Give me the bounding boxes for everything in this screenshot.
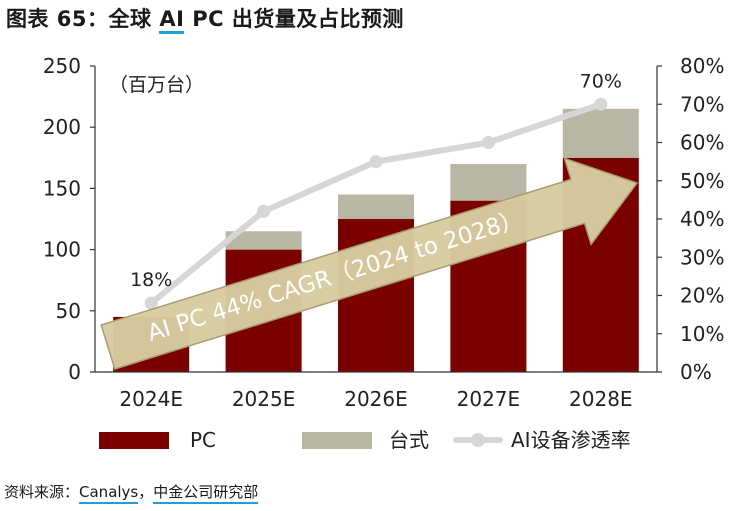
title-prefix: 图表 65：全球 [6, 7, 160, 31]
penetration-label-2028E: 70% [580, 70, 622, 92]
x-tick-2027E: 2027E [457, 387, 521, 411]
bar-desktop-2027E [450, 163, 527, 201]
penetration-point-2027E [481, 136, 495, 149]
left-axis-unit-label: （百万台） [109, 74, 204, 96]
source-separator: ， [138, 483, 154, 501]
bar-desktop-2028E [562, 108, 639, 158]
bar-desktop-2026E [338, 194, 414, 219]
cagr-arrow [100, 157, 639, 370]
chart-svg: 18%70% AI PC 44% CAGR（2024 to 2028） 0501… [43, 54, 725, 452]
legend-swatch-marker [471, 433, 485, 447]
legend-label-2: AI设备渗透率 [511, 428, 631, 452]
left-tick-50: 50 [56, 299, 81, 323]
left-tick-0: 0 [68, 360, 81, 384]
penetration-label-2024E: 18% [130, 269, 172, 291]
title-highlight: AI [159, 7, 185, 34]
legend-swatch-0 [99, 432, 169, 449]
penetration-point-2028E [594, 97, 608, 111]
right-tick-8: 80% [680, 54, 724, 78]
penetration-point-2026E [369, 155, 383, 169]
right-tick-4: 40% [680, 207, 724, 231]
x-tick-2025E: 2025E [232, 387, 296, 411]
right-tick-0: 0% [680, 360, 712, 384]
bar-desktop-2025E [225, 231, 302, 250]
axes-group: 0 50 100 150 200 250 0% 10% 20% 30% 40% 50% 60% 70% 80… [43, 54, 725, 411]
penetration-line-group: 18% 70% [130, 70, 622, 310]
left-tick-200: 200 [43, 115, 81, 139]
source-canalys: Canalys [79, 483, 139, 504]
left-tick-250: 250 [43, 54, 81, 78]
right-tick-3: 30% [680, 245, 724, 269]
left-tick-100: 100 [43, 238, 81, 262]
x-tick-2024E: 2024E [119, 387, 183, 411]
left-tick-150: 150 [43, 176, 81, 200]
right-tick-2: 20% [680, 284, 724, 308]
right-tick-7: 70% [680, 92, 724, 116]
x-tick-2028E: 2028E [569, 387, 633, 411]
source-note: 资料来源：Canalys，中金公司研究部 [4, 481, 259, 504]
source-cicc: 中金公司研究部 [153, 483, 259, 504]
penetration-point-2025E [257, 204, 271, 218]
legend-swatch-1 [302, 432, 372, 449]
figure-title: 图表 65：全球 AI PC 出货量及占比预测 [6, 3, 404, 34]
x-tick-2026E: 2026E [344, 387, 408, 411]
legend-label-1: 台式 [389, 428, 429, 452]
legend-label-0: PC [190, 428, 216, 452]
legend-group: PC 台式 AI设备渗透率 [99, 428, 631, 452]
penetration-point-2024E [144, 296, 158, 310]
right-tick-1: 10% [680, 322, 724, 346]
title-suffix: PC 出货量及占比预测 [184, 7, 404, 31]
right-tick-6: 60% [680, 131, 724, 155]
source-prefix: 资料来源： [4, 483, 80, 501]
right-tick-5: 50% [680, 169, 724, 193]
